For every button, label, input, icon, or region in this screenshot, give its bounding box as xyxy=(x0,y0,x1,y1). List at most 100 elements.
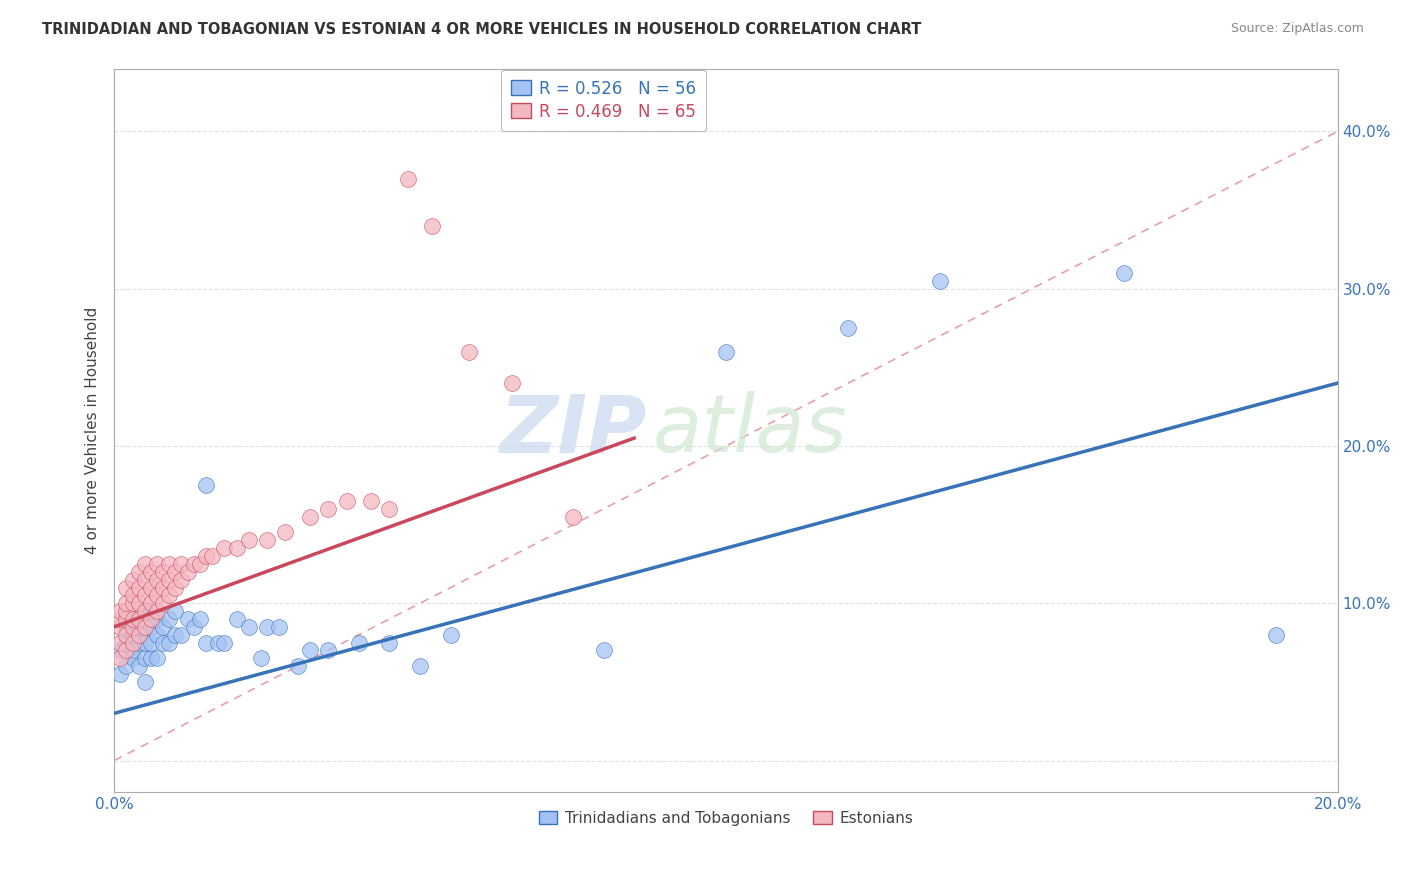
Point xyxy=(501,376,523,390)
Text: Source: ZipAtlas.com: Source: ZipAtlas.com xyxy=(1230,22,1364,36)
Point xyxy=(188,557,211,571)
Point xyxy=(214,541,236,556)
Point xyxy=(121,596,143,610)
Point xyxy=(157,635,180,649)
Point xyxy=(128,612,150,626)
Point xyxy=(170,557,193,571)
Point xyxy=(115,612,138,626)
Point xyxy=(146,651,169,665)
Point xyxy=(110,635,132,649)
Point xyxy=(440,628,463,642)
Point xyxy=(176,612,198,626)
Point xyxy=(183,620,205,634)
Point xyxy=(115,604,138,618)
Point xyxy=(139,620,162,634)
Point xyxy=(110,612,132,626)
Point xyxy=(134,557,156,571)
Point xyxy=(128,620,150,634)
Point xyxy=(152,565,174,579)
Point xyxy=(183,557,205,571)
Point xyxy=(128,565,150,579)
Point xyxy=(134,620,156,634)
Point xyxy=(134,588,156,602)
Point xyxy=(110,604,132,618)
Point xyxy=(134,620,156,634)
Point xyxy=(128,635,150,649)
Y-axis label: 4 or more Vehicles in Household: 4 or more Vehicles in Household xyxy=(86,307,100,554)
Point xyxy=(157,557,180,571)
Point xyxy=(110,651,132,665)
Point xyxy=(146,604,169,618)
Point xyxy=(110,620,132,634)
Point xyxy=(146,628,169,642)
Point xyxy=(121,612,143,626)
Point xyxy=(1265,628,1288,642)
Point xyxy=(110,643,132,657)
Point xyxy=(256,620,278,634)
Point xyxy=(194,635,217,649)
Point xyxy=(238,620,260,634)
Point xyxy=(458,344,481,359)
Point xyxy=(929,274,952,288)
Point xyxy=(152,596,174,610)
Point xyxy=(115,643,138,657)
Point xyxy=(115,635,138,649)
Point xyxy=(134,604,156,618)
Point xyxy=(157,612,180,626)
Point xyxy=(214,635,236,649)
Point xyxy=(157,588,180,602)
Point xyxy=(121,620,143,634)
Point xyxy=(165,628,187,642)
Point xyxy=(139,612,162,626)
Point xyxy=(360,494,382,508)
Point xyxy=(139,651,162,665)
Point xyxy=(146,557,169,571)
Point xyxy=(188,612,211,626)
Point xyxy=(146,588,169,602)
Point xyxy=(152,581,174,595)
Point xyxy=(316,643,339,657)
Point xyxy=(837,321,859,335)
Point xyxy=(128,581,150,595)
Point xyxy=(121,651,143,665)
Point xyxy=(256,533,278,548)
Point xyxy=(562,509,585,524)
Point xyxy=(134,604,156,618)
Point xyxy=(157,573,180,587)
Point xyxy=(134,635,156,649)
Point xyxy=(165,565,187,579)
Point xyxy=(128,659,150,673)
Point xyxy=(134,674,156,689)
Point xyxy=(115,581,138,595)
Point xyxy=(420,219,443,233)
Point xyxy=(298,643,321,657)
Point xyxy=(1112,266,1135,280)
Point xyxy=(165,581,187,595)
Point xyxy=(139,635,162,649)
Point xyxy=(110,667,132,681)
Point xyxy=(128,596,150,610)
Point xyxy=(409,659,432,673)
Point xyxy=(115,596,138,610)
Point xyxy=(152,635,174,649)
Point xyxy=(347,635,370,649)
Point xyxy=(139,581,162,595)
Point xyxy=(115,628,138,642)
Point xyxy=(170,628,193,642)
Point xyxy=(269,620,291,634)
Point xyxy=(336,494,359,508)
Point xyxy=(146,612,169,626)
Point xyxy=(176,565,198,579)
Legend: Trinidadians and Tobagonians, Estonians: Trinidadians and Tobagonians, Estonians xyxy=(530,802,922,835)
Point xyxy=(225,612,247,626)
Text: atlas: atlas xyxy=(652,392,848,469)
Point xyxy=(121,643,143,657)
Point xyxy=(201,549,224,563)
Point xyxy=(194,549,217,563)
Point xyxy=(139,604,162,618)
Point xyxy=(121,628,143,642)
Point xyxy=(250,651,273,665)
Text: TRINIDADIAN AND TOBAGONIAN VS ESTONIAN 4 OR MORE VEHICLES IN HOUSEHOLD CORRELATI: TRINIDADIAN AND TOBAGONIAN VS ESTONIAN 4… xyxy=(42,22,921,37)
Point xyxy=(146,573,169,587)
Point xyxy=(165,604,187,618)
